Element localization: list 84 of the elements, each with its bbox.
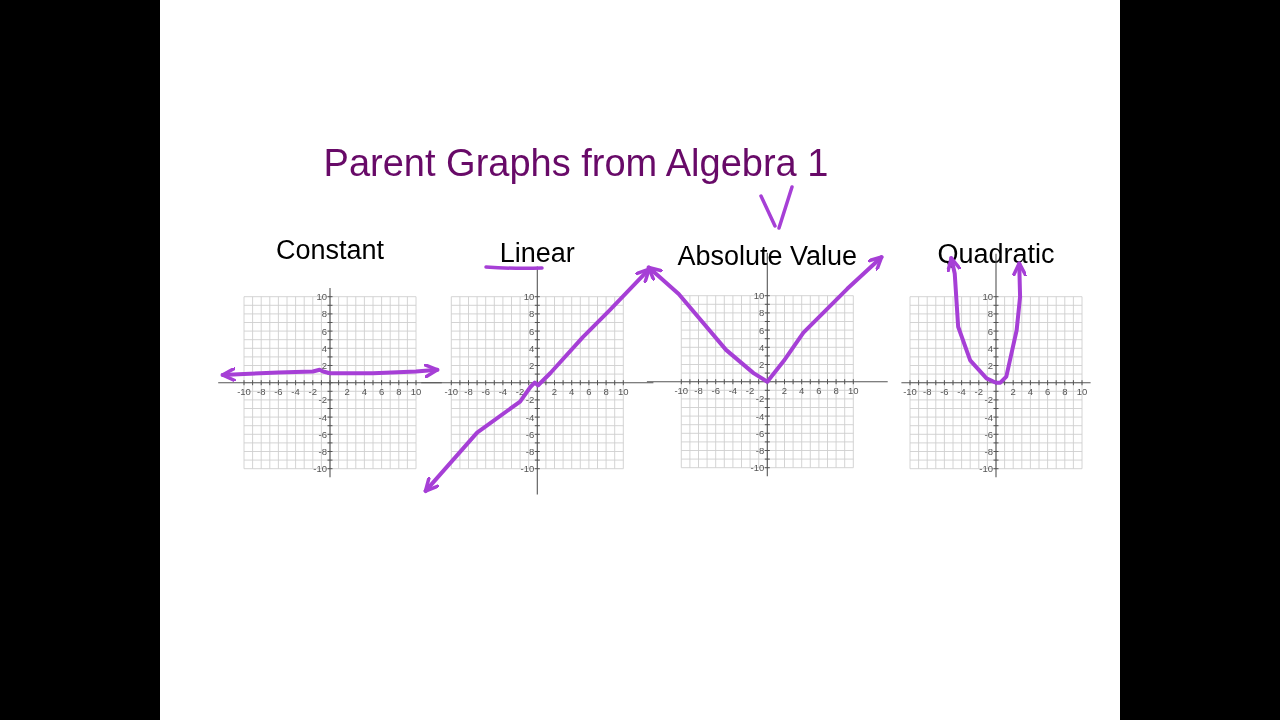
x-tick-label: -2 bbox=[974, 385, 984, 397]
y-tick-label: 4 bbox=[529, 342, 535, 354]
y-tick-label: -8 bbox=[984, 445, 993, 457]
y-tick-label: -6 bbox=[755, 427, 765, 439]
y-tick-label: -4 bbox=[525, 411, 535, 423]
y-tick-label: -2 bbox=[318, 394, 327, 406]
x-tick-label: 10 bbox=[618, 385, 629, 397]
x-tick-label: -6 bbox=[940, 385, 949, 397]
y-tick-label: 2 bbox=[529, 359, 535, 371]
y-tick-label: -4 bbox=[984, 411, 993, 423]
x-tick-label: 8 bbox=[603, 385, 609, 397]
x-tick-label: 4 bbox=[361, 385, 368, 397]
y-tick-label: 10 bbox=[523, 291, 535, 303]
x-tick-label: 6 bbox=[1044, 385, 1051, 397]
x-tick-label: 4 bbox=[1027, 385, 1034, 397]
x-tick-label: 6 bbox=[586, 385, 592, 397]
x-tick-label: 4 bbox=[799, 384, 805, 396]
y-tick-label: -4 bbox=[755, 410, 765, 422]
x-tick-label: 10 bbox=[848, 384, 859, 396]
y-tick-label: 10 bbox=[753, 290, 765, 302]
y-tick-label: 8 bbox=[759, 307, 765, 319]
x-tick-label: -10 bbox=[444, 385, 459, 397]
chart-title: Absolute Value bbox=[677, 241, 858, 271]
y-tick-label: -8 bbox=[318, 445, 327, 457]
y-tick-label: 6 bbox=[321, 325, 327, 337]
x-tick-label: 6 bbox=[816, 384, 822, 396]
y-tick-label: -8 bbox=[525, 445, 535, 457]
x-tick-label: -4 bbox=[498, 385, 508, 397]
x-tick-label: 8 bbox=[833, 384, 839, 396]
y-tick-label: 6 bbox=[529, 325, 535, 337]
y-tick-label: 2 bbox=[321, 359, 327, 371]
x-tick-label: 2 bbox=[1010, 385, 1016, 397]
x-tick-label: 8 bbox=[1062, 385, 1068, 397]
y-tick-label: 4 bbox=[321, 342, 327, 354]
y-tick-label: -8 bbox=[755, 444, 765, 456]
y-tick-label: 10 bbox=[316, 291, 327, 303]
x-tick-label: 6 bbox=[378, 385, 385, 397]
x-tick-label: -4 bbox=[728, 384, 738, 396]
x-tick-label: -6 bbox=[481, 385, 490, 397]
y-tick-label: 6 bbox=[759, 324, 765, 336]
y-tick-label: -6 bbox=[318, 428, 327, 440]
x-tick-label: -6 bbox=[274, 385, 283, 397]
y-tick-label: 10 bbox=[982, 291, 993, 303]
y-tick-label: -10 bbox=[750, 462, 765, 474]
y-tick-label: 6 bbox=[987, 325, 993, 337]
x-tick-label: 8 bbox=[396, 385, 402, 397]
y-tick-label: -6 bbox=[984, 428, 993, 440]
x-tick-label: 10 bbox=[410, 385, 422, 397]
y-tick-label: -4 bbox=[318, 411, 327, 423]
x-tick-label: -8 bbox=[922, 385, 932, 397]
y-tick-label: -10 bbox=[520, 463, 535, 475]
text: Parent Graphs from Algebra 1 bbox=[323, 142, 829, 184]
x-tick-label: -2 bbox=[745, 384, 755, 396]
y-tick-label: -10 bbox=[979, 463, 993, 475]
x-tick-label: 10 bbox=[1076, 385, 1088, 397]
x-tick-label: 4 bbox=[569, 385, 575, 397]
chart-title: Quadratic bbox=[937, 239, 1055, 269]
x-tick-label: -4 bbox=[957, 385, 966, 397]
y-tick-label: 2 bbox=[759, 358, 765, 370]
y-tick-label: -2 bbox=[755, 393, 765, 405]
y-tick-label: 8 bbox=[321, 308, 327, 320]
y-tick-label: -10 bbox=[313, 463, 327, 475]
x-tick-label: -8 bbox=[256, 385, 266, 397]
x-tick-label: -10 bbox=[237, 385, 251, 397]
x-tick-label: -2 bbox=[308, 385, 318, 397]
y-tick-label: -6 bbox=[525, 428, 535, 440]
x-tick-label: 2 bbox=[344, 385, 350, 397]
x-tick-label: -10 bbox=[674, 384, 689, 396]
y-tick-label: 4 bbox=[987, 342, 993, 354]
y-tick-label: 8 bbox=[987, 308, 993, 320]
x-tick-label: 2 bbox=[781, 384, 788, 396]
x-tick-label: 2 bbox=[551, 385, 558, 397]
chart-title: Constant bbox=[275, 235, 385, 265]
chart-title: Linear bbox=[499, 238, 575, 268]
x-tick-label: -4 bbox=[291, 385, 300, 397]
x-tick-label: -10 bbox=[903, 385, 917, 397]
x-tick-label: -8 bbox=[464, 385, 473, 397]
y-tick-label: 8 bbox=[529, 308, 535, 320]
y-tick-label: -2 bbox=[984, 394, 993, 406]
y-tick-label: 4 bbox=[759, 341, 765, 353]
y-tick-label: 2 bbox=[987, 359, 993, 371]
x-tick-label: -6 bbox=[711, 384, 720, 396]
y-tick-label: -2 bbox=[525, 394, 535, 406]
x-tick-label: -8 bbox=[694, 384, 703, 396]
